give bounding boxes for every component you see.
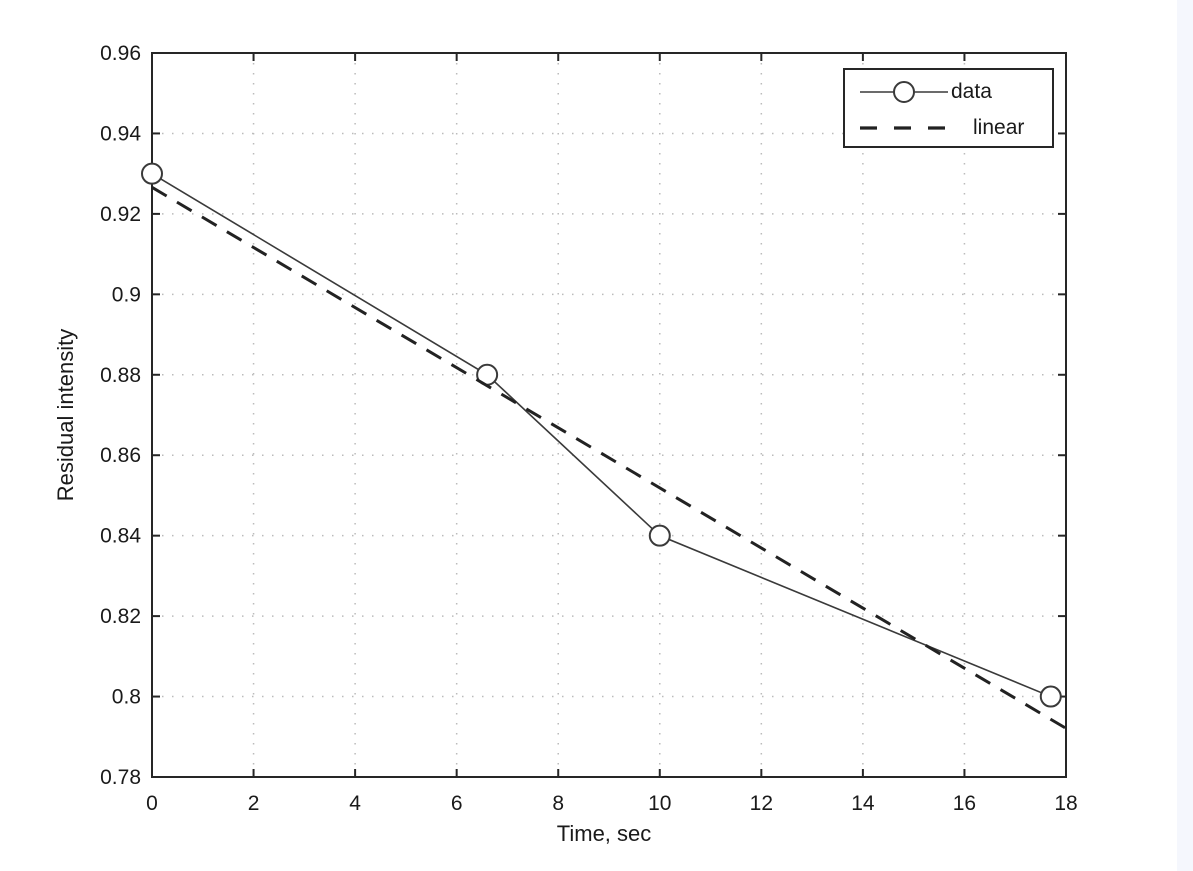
axes-frame — [151, 52, 1067, 778]
x-tick-label: 14 — [851, 792, 875, 815]
x-tick-label: 2 — [248, 792, 260, 815]
tick-labels: 0 2 4 6 8 10 12 14 16 18 0.78 0.8 0.82 0.84 0.86 0.88 0.… — [100, 42, 1078, 815]
page-right-margin-strip — [1177, 0, 1193, 871]
data-point-marker — [648, 524, 671, 547]
data-point-marker — [1039, 685, 1062, 708]
series-linear-fit-line — [141, 162, 1067, 730]
legend-sample-solid-line-with-circle-marker — [860, 81, 948, 103]
y-tick-label: 0.96 — [100, 42, 141, 65]
y-tick-label: 0.86 — [100, 444, 141, 467]
x-axis-label: Time, sec — [556, 821, 652, 846]
y-tick-label: 0.88 — [100, 364, 141, 387]
legend-entry-linear: linear — [845, 108, 1052, 148]
y-tick-label: 0.8 — [112, 686, 141, 709]
gridlines — [152, 53, 1066, 777]
x-tick-label: 18 — [1054, 792, 1077, 815]
data-point-marker — [141, 162, 163, 185]
y-axis-label: Residual intensity — [53, 328, 78, 502]
y-tick-label: 0.94 — [100, 122, 141, 145]
tick-marks — [151, 52, 1067, 778]
legend-label-data: data — [951, 80, 992, 103]
legend-entry-data: data — [845, 72, 1052, 112]
legend-label-linear: linear — [973, 116, 1025, 139]
legend-circle-marker-icon — [893, 81, 915, 103]
y-tick-label: 0.82 — [100, 605, 141, 628]
x-tick-label: 4 — [349, 792, 361, 815]
x-tick-label: 12 — [750, 792, 773, 815]
legend-box: data linear — [843, 68, 1054, 148]
x-tick-label: 0 — [146, 792, 158, 815]
x-tick-label: 6 — [451, 792, 463, 815]
y-tick-label: 0.78 — [100, 766, 141, 789]
y-tick-label: 0.9 — [112, 283, 141, 306]
plot-border — [151, 52, 1067, 778]
x-tick-label: 16 — [953, 792, 976, 815]
y-tick-label: 0.92 — [100, 203, 141, 226]
series-line-linear — [151, 186, 1067, 730]
legend-sample-dashed-line — [860, 126, 948, 130]
series-line-data — [151, 172, 1052, 698]
x-tick-label: 8 — [552, 792, 564, 815]
x-tick-label: 10 — [648, 792, 671, 815]
y-tick-label: 0.84 — [100, 525, 141, 548]
